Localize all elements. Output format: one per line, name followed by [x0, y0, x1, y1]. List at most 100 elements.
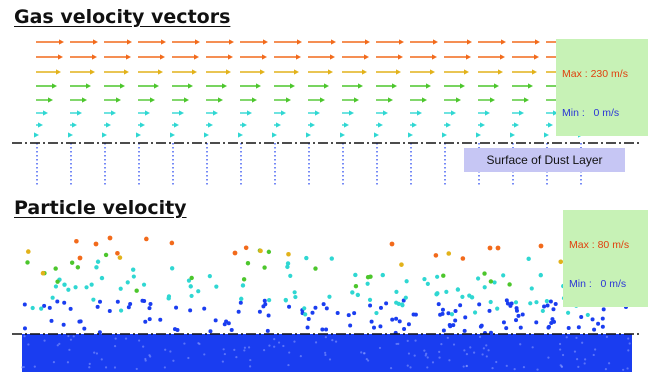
- particle-dot: [258, 248, 263, 254]
- velocity-vector-arrowhead: [417, 110, 422, 116]
- particle-dot: [350, 290, 355, 295]
- velocity-vector-arrowhead: [170, 132, 175, 138]
- velocity-vector-arrowhead: [480, 122, 485, 128]
- velocity-vector-arrowhead: [296, 54, 301, 60]
- velocity-vector-arrowhead: [365, 39, 370, 45]
- particle-dot: [406, 322, 411, 327]
- velocity-vector-arrowhead: [392, 83, 397, 89]
- velocity-vector-arrowhead: [422, 97, 427, 103]
- particle-dot: [174, 305, 179, 310]
- velocity-vector-arrowhead: [490, 97, 495, 103]
- velocity-vector-arrowhead: [519, 110, 524, 116]
- dust-particle-highlight: [223, 352, 226, 356]
- velocity-vector-arrowhead: [34, 132, 39, 138]
- particle-dot: [518, 325, 523, 330]
- velocity-vector-arrowhead: [528, 83, 533, 89]
- particle-dot: [115, 299, 120, 304]
- particle-dot: [22, 326, 27, 331]
- particle-dot: [53, 266, 58, 271]
- particle-dot: [545, 303, 550, 308]
- dust-particle-highlight: [559, 348, 562, 351]
- particle-dot: [590, 317, 595, 322]
- dust-particle-highlight: [576, 358, 579, 361]
- particle-dot: [513, 300, 519, 305]
- dust-particle-highlight: [113, 366, 117, 369]
- particle-dot: [374, 310, 379, 316]
- velocity-vector-arrowhead: [328, 69, 333, 75]
- velocity-vector-arrowhead: [534, 54, 539, 60]
- velocity-vector-arrowhead: [161, 39, 166, 45]
- velocity-vector-arrowhead: [228, 54, 233, 60]
- particle-dot: [435, 274, 440, 279]
- dust-particle-highlight: [605, 335, 609, 338]
- velocity-vector-arrowhead: [310, 122, 315, 128]
- velocity-vector-arrowhead: [218, 97, 223, 103]
- particle-dot: [477, 302, 482, 307]
- particle-dot: [475, 276, 481, 281]
- velocity-vector-arrowhead: [238, 132, 243, 138]
- dust-particle-highlight: [324, 336, 327, 339]
- particle-dot: [434, 292, 439, 297]
- velocity-vector-arrowhead: [242, 122, 247, 128]
- particle-dot: [528, 301, 533, 306]
- particle-dot: [42, 303, 47, 308]
- velocity-vector-arrowhead: [140, 122, 145, 128]
- velocity-vector-arrowhead: [358, 83, 363, 89]
- dust-particle-highlight: [547, 356, 550, 359]
- particle-dot: [62, 300, 67, 305]
- dust-particle-highlight: [465, 353, 469, 356]
- particle-dot: [425, 281, 430, 286]
- gas-legend-min-label: Min :: [562, 107, 588, 119]
- particle-dot: [579, 315, 584, 320]
- dust-particle-highlight: [395, 342, 398, 346]
- particle-dot: [306, 317, 311, 322]
- particle-dot: [103, 252, 109, 258]
- particle-dot: [286, 251, 291, 257]
- particle-dot: [55, 299, 60, 304]
- velocity-vector-arrowhead: [510, 132, 515, 138]
- dust-particle-highlight: [426, 356, 429, 359]
- particle-dot: [455, 287, 461, 292]
- velocity-vector-arrowhead: [184, 97, 189, 103]
- particle-velocity-legend: Max : 80 m/s Min : 0 m/s: [563, 210, 648, 307]
- particle-dot: [596, 321, 601, 326]
- particle-dot: [213, 318, 218, 323]
- particle-dot: [600, 316, 605, 321]
- particle-dot: [134, 288, 139, 293]
- dust-particle-highlight: [27, 343, 30, 346]
- dust-particle-highlight: [100, 358, 103, 361]
- dust-particle-highlight: [495, 360, 498, 364]
- dust-particle-highlight: [626, 367, 629, 370]
- particle-dot: [552, 319, 557, 324]
- dust-particle-highlight: [431, 361, 435, 364]
- particle-dot: [400, 303, 405, 308]
- velocity-vector-arrowhead: [297, 39, 302, 45]
- dust-particle-highlight: [482, 347, 485, 350]
- dust-particle-highlight: [378, 346, 382, 350]
- particle-dot: [68, 306, 73, 311]
- particle-dot: [39, 306, 44, 311]
- velocity-vector-arrowhead: [362, 69, 367, 75]
- particle-dot: [265, 328, 270, 333]
- velocity-vector-arrowhead: [116, 97, 121, 103]
- velocity-vector-arrowhead: [374, 132, 379, 138]
- dust-particle-highlight: [561, 353, 565, 357]
- particle-legend-max-value: 80 m/s: [597, 239, 630, 251]
- particle-dot: [95, 304, 100, 309]
- particle-dot: [472, 310, 478, 315]
- dust-particle-highlight: [462, 365, 465, 368]
- particle-dot: [546, 325, 551, 330]
- velocity-vector-arrowhead: [500, 54, 505, 60]
- velocity-vector-arrowhead: [524, 97, 529, 103]
- velocity-vector-arrowhead: [38, 122, 43, 128]
- dust-particle-highlight: [88, 366, 91, 369]
- particle-dot: [384, 301, 389, 306]
- dust-particle-highlight: [581, 341, 584, 344]
- dust-particle-highlight: [628, 342, 631, 345]
- dust-particle-highlight: [221, 360, 224, 363]
- velocity-vector-arrowhead: [204, 132, 209, 138]
- velocity-vector-arrowhead: [188, 83, 193, 89]
- dust-particle-highlight: [414, 339, 417, 342]
- particle-dot: [458, 303, 463, 308]
- velocity-vector-arrowhead: [82, 97, 87, 103]
